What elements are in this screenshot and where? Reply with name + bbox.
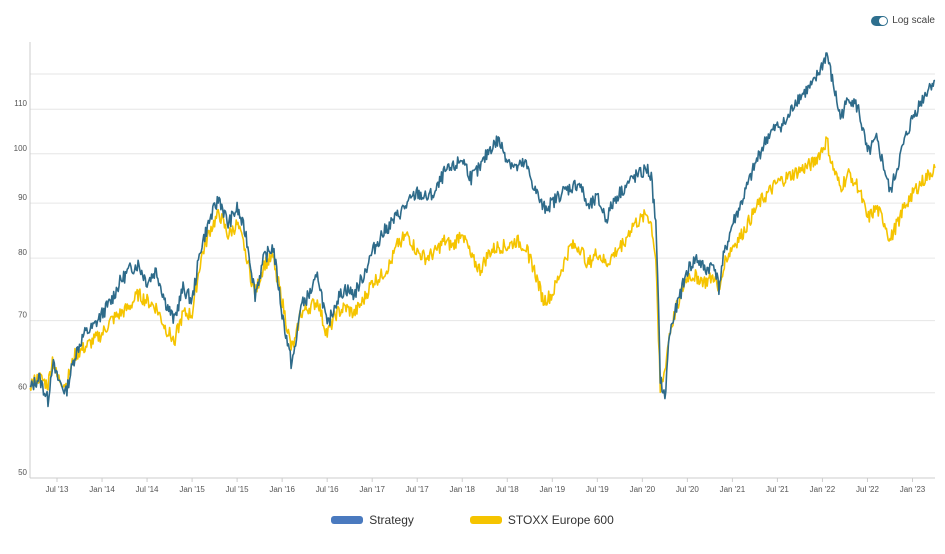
y-tick-label: 50 xyxy=(18,468,27,477)
x-tick-label: Jul '20 xyxy=(676,485,699,494)
x-tick-label: Jan '19 xyxy=(540,485,566,494)
y-tick-label: 70 xyxy=(18,311,27,320)
x-tick-label: Jul '18 xyxy=(496,485,519,494)
legend-swatch-stoxx xyxy=(469,516,502,524)
x-tick-label: Jan '20 xyxy=(630,485,656,494)
series-line-strategy[interactable] xyxy=(29,52,936,408)
x-tick-label: Jan '23 xyxy=(900,485,926,494)
x-tick-label: Jul '17 xyxy=(406,485,429,494)
toggle-switch-icon[interactable] xyxy=(871,15,889,26)
legend-item-stoxx[interactable]: STOXX Europe 600 xyxy=(469,513,614,527)
legend-item-strategy[interactable]: Strategy xyxy=(331,513,414,527)
log-scale-label: Log scale xyxy=(892,15,935,26)
x-tick-label: Jul '19 xyxy=(586,485,609,494)
y-axis: 50 60 70 80 90 100 110 xyxy=(14,42,31,478)
log-scale-toggle[interactable]: Log scale xyxy=(871,15,935,26)
series-line-stoxx-europe-600[interactable] xyxy=(29,136,936,394)
y-tick-label: 110 xyxy=(14,99,27,108)
x-tick-label: Jul '13 xyxy=(46,485,69,494)
x-tick-label: Jan '15 xyxy=(179,485,205,494)
x-axis: Jul '13 Jan '14 Jul '14 Jan '15 Jul '15 Jan '… xyxy=(30,477,935,494)
gridlines xyxy=(30,73,935,479)
y-tick-label: 90 xyxy=(18,193,27,202)
series-group xyxy=(29,52,936,408)
x-tick-label: Jul '15 xyxy=(226,485,249,494)
x-tick-label: Jul '14 xyxy=(136,485,159,494)
y-tick-label: 80 xyxy=(18,248,27,257)
x-tick-label: Jan '18 xyxy=(449,485,475,494)
x-tick-label: Jan '22 xyxy=(810,485,836,494)
x-tick-label: Jan '17 xyxy=(359,485,385,494)
y-tick-label: 100 xyxy=(14,144,28,153)
legend-label-strategy: Strategy xyxy=(369,513,414,527)
x-tick-label: Jan '16 xyxy=(269,485,295,494)
chart-legend: Strategy STOXX Europe 600 xyxy=(0,513,945,527)
x-tick-label: Jul '16 xyxy=(316,485,339,494)
legend-swatch-strategy xyxy=(331,516,364,524)
legend-label-stoxx: STOXX Europe 600 xyxy=(507,513,614,527)
line-chart: 50 60 70 80 90 100 110 Jul '13 Jan '14 Jul '14 Ja… xyxy=(14,42,936,494)
x-tick-label: Jan '21 xyxy=(720,485,746,494)
y-tick-label: 60 xyxy=(18,383,27,392)
x-tick-label: Jul '22 xyxy=(856,485,879,494)
x-tick-label: Jul '21 xyxy=(766,485,789,494)
x-tick-label: Jan '14 xyxy=(89,485,115,494)
